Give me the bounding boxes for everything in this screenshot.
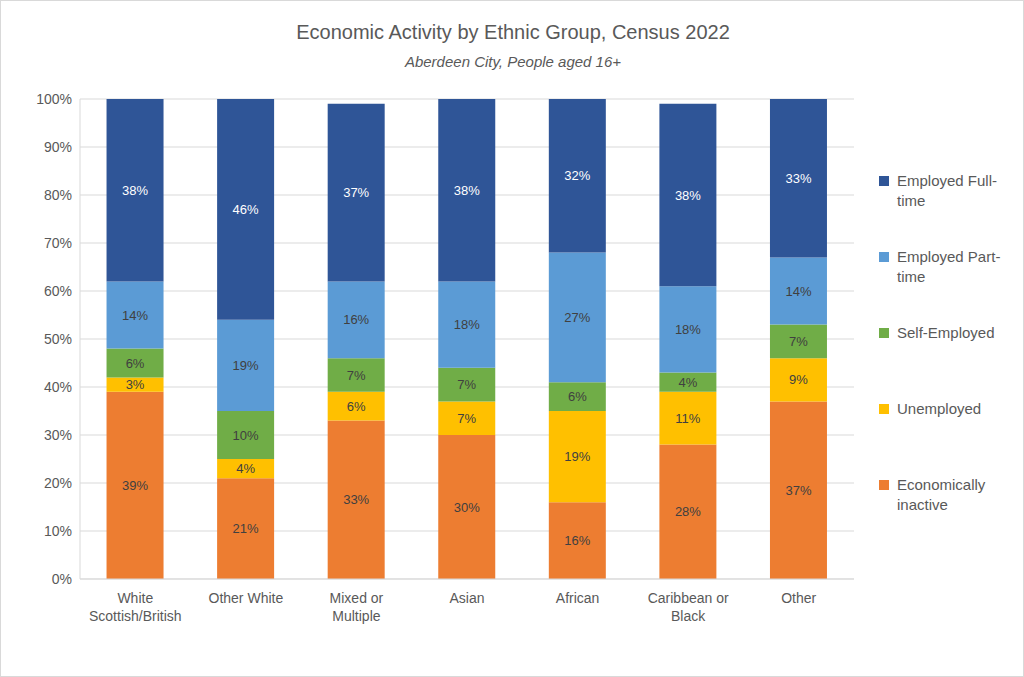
svg-text:39%: 39% [122,478,148,493]
svg-text:11%: 11% [675,411,700,426]
svg-text:16%: 16% [343,312,369,327]
svg-text:21%: 21% [233,521,259,536]
svg-text:7%: 7% [457,411,476,426]
svg-text:37%: 37% [785,483,811,498]
svg-text:WhiteScottish/British: WhiteScottish/British [89,590,182,624]
html-text:Economically inactive: Economically inactive [897,476,986,513]
svg-text:4%: 4% [236,461,255,476]
html-text:Self-Employed: Self-Employed [897,324,995,341]
svg-text:28%: 28% [675,504,701,519]
svg-text:Mixed orMultiple: Mixed orMultiple [330,590,384,624]
svg-text:30%: 30% [454,500,480,515]
svg-text:30%: 30% [44,427,72,443]
svg-text:Asian: Asian [449,590,484,606]
svg-text:37%: 37% [343,185,369,200]
svg-text:18%: 18% [675,322,701,337]
svg-text:Other White: Other White [209,590,284,606]
svg-text:33%: 33% [343,492,369,507]
svg-text:9%: 9% [789,372,808,387]
svg-text:19%: 19% [233,358,259,373]
svg-text:18%: 18% [454,317,480,332]
svg-text:80%: 80% [44,187,72,203]
svg-text:6%: 6% [347,399,366,414]
svg-text:27%: 27% [564,310,590,325]
svg-text:32%: 32% [564,168,590,183]
svg-text:0%: 0% [52,571,72,587]
svg-text:20%: 20% [44,475,72,491]
svg-text:10%: 10% [44,523,72,539]
svg-text:7%: 7% [457,377,476,392]
svg-text:38%: 38% [675,188,701,203]
svg-text:60%: 60% [44,283,72,299]
html-text:Economic Activity by Ethnic Gr: Economic Activity by Ethnic Group, Censu… [296,21,730,43]
html-text:Employed Full-time: Employed Full-time [897,172,997,209]
svg-text:33%: 33% [785,171,811,186]
svg-text:40%: 40% [44,379,72,395]
svg-text:3%: 3% [126,377,145,392]
svg-text:6%: 6% [568,389,587,404]
svg-text:14%: 14% [785,284,811,299]
svg-text:6%: 6% [126,356,145,371]
html-text:Unemployed: Unemployed [897,400,982,417]
svg-text:90%: 90% [44,139,72,155]
svg-text:10%: 10% [233,428,259,443]
svg-text:14%: 14% [122,308,148,323]
html-text:Aberdeen City, People aged 16+: Aberdeen City, People aged 16+ [404,53,622,70]
svg-text:7%: 7% [347,368,366,383]
svg-text:4%: 4% [678,375,697,390]
svg-text:70%: 70% [44,235,72,251]
svg-text:38%: 38% [122,183,148,198]
svg-text:African: African [556,590,600,606]
svg-text:50%: 50% [44,331,72,347]
html-text:Employed Part-time: Employed Part-time [897,248,1001,285]
svg-text:100%: 100% [36,91,72,107]
svg-text:19%: 19% [564,449,590,464]
svg-text:Caribbean orBlack: Caribbean orBlack [648,590,729,624]
svg-text:16%: 16% [564,533,590,548]
svg-text:46%: 46% [233,202,259,217]
svg-text:7%: 7% [789,334,808,349]
svg-text:Other: Other [781,590,816,606]
svg-text:38%: 38% [454,183,480,198]
